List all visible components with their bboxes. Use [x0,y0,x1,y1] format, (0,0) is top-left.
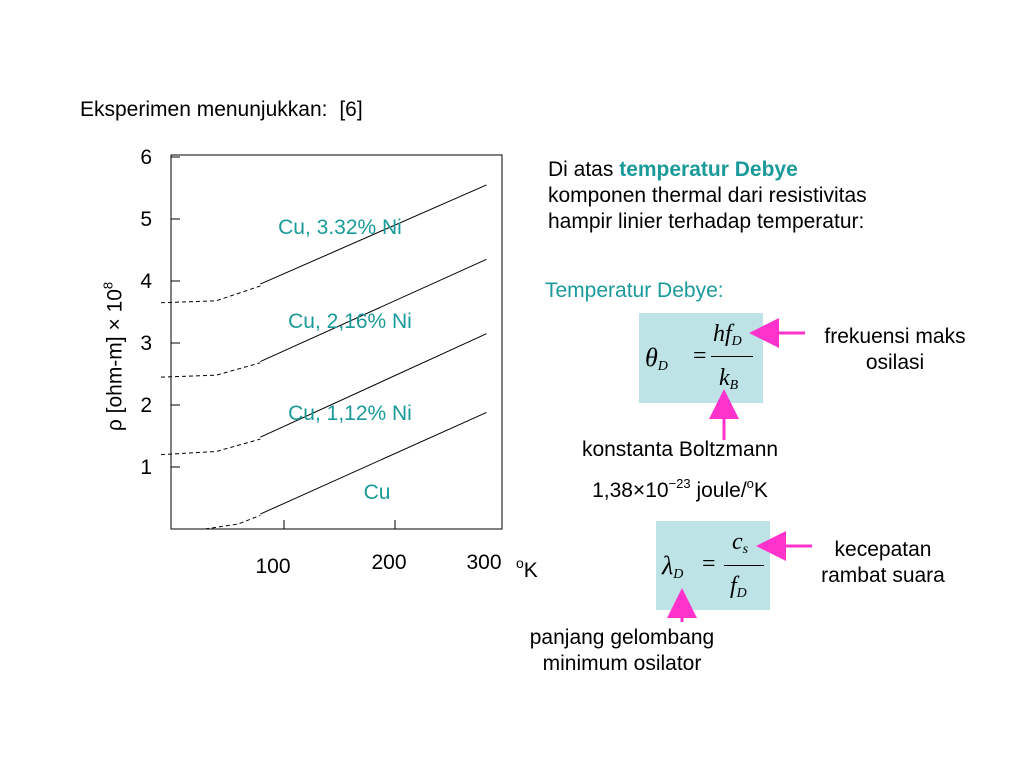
wavelength-label: panjang gelombang minimum osilator [529,626,715,675]
intro-line-3: hampir linier terhadap temperatur: [548,210,865,233]
series-line-2 [260,333,487,438]
frequency-label: frekuensi maks osilasi [824,325,966,374]
series-label-0: Cu, 3.32% Ni [278,216,402,239]
series-line-3 [260,411,487,515]
y-tick-label-3: 3 [140,332,152,355]
boltzmann-name: konstanta Boltzmann [581,438,779,461]
series-dashed-2 [160,438,261,456]
series-line-0 [260,184,487,285]
y-tick-label-6: 6 [140,146,152,169]
series-dashed-0 [160,285,261,304]
intro-line-2: komponen thermal dari resistivitas [548,184,867,207]
y-tick-label-2: 2 [140,394,152,417]
y-tick-label-5: 5 [140,208,152,231]
fraction-bar [711,356,753,357]
y-tick-label-4: 4 [140,270,152,293]
x-axis-unit: oK [516,555,538,582]
plot-frame [170,154,503,530]
heading-text: Eksperimen menunjukkan: [80,98,328,121]
slide-heading: Eksperimen menunjukkan: [6] [80,97,363,123]
fraction-bar [724,565,764,566]
sound-speed-label: kecepatan rambat suara [821,538,945,587]
reference-label: [6] [339,98,363,121]
debye-heading: Temperatur Debye: [545,279,724,302]
series-dashed-1 [160,362,261,378]
x-tick-label-200: 200 [371,551,406,574]
lambda-symbol: λD [662,551,684,582]
intro-prefix: Di atas [548,158,620,181]
theta-symbol: θD [645,343,668,374]
boltzmann-value: 1,38×10−23 joule/oK [592,476,768,502]
intro-highlight: temperatur Debye [619,158,798,181]
series-dashed-3 [205,514,261,530]
series-label-3: Cu [363,481,391,504]
intro-text: Di atas temperatur Debye komponen therma… [548,157,867,235]
y-tick-label-1: 1 [140,456,152,479]
x-tick-label-300: 300 [466,551,501,574]
boltzmann-label: konstanta Boltzmann 1,38×10−23 joule/oK [540,437,820,504]
series-line-1 [260,258,487,363]
x-tick-label-100: 100 [255,555,290,578]
series-label-2: Cu, 1,12% Ni [288,402,412,425]
debye-temperature-formula: θD = hfD kB [639,313,763,403]
series-label-1: Cu, 2,16% Ni [288,310,412,333]
